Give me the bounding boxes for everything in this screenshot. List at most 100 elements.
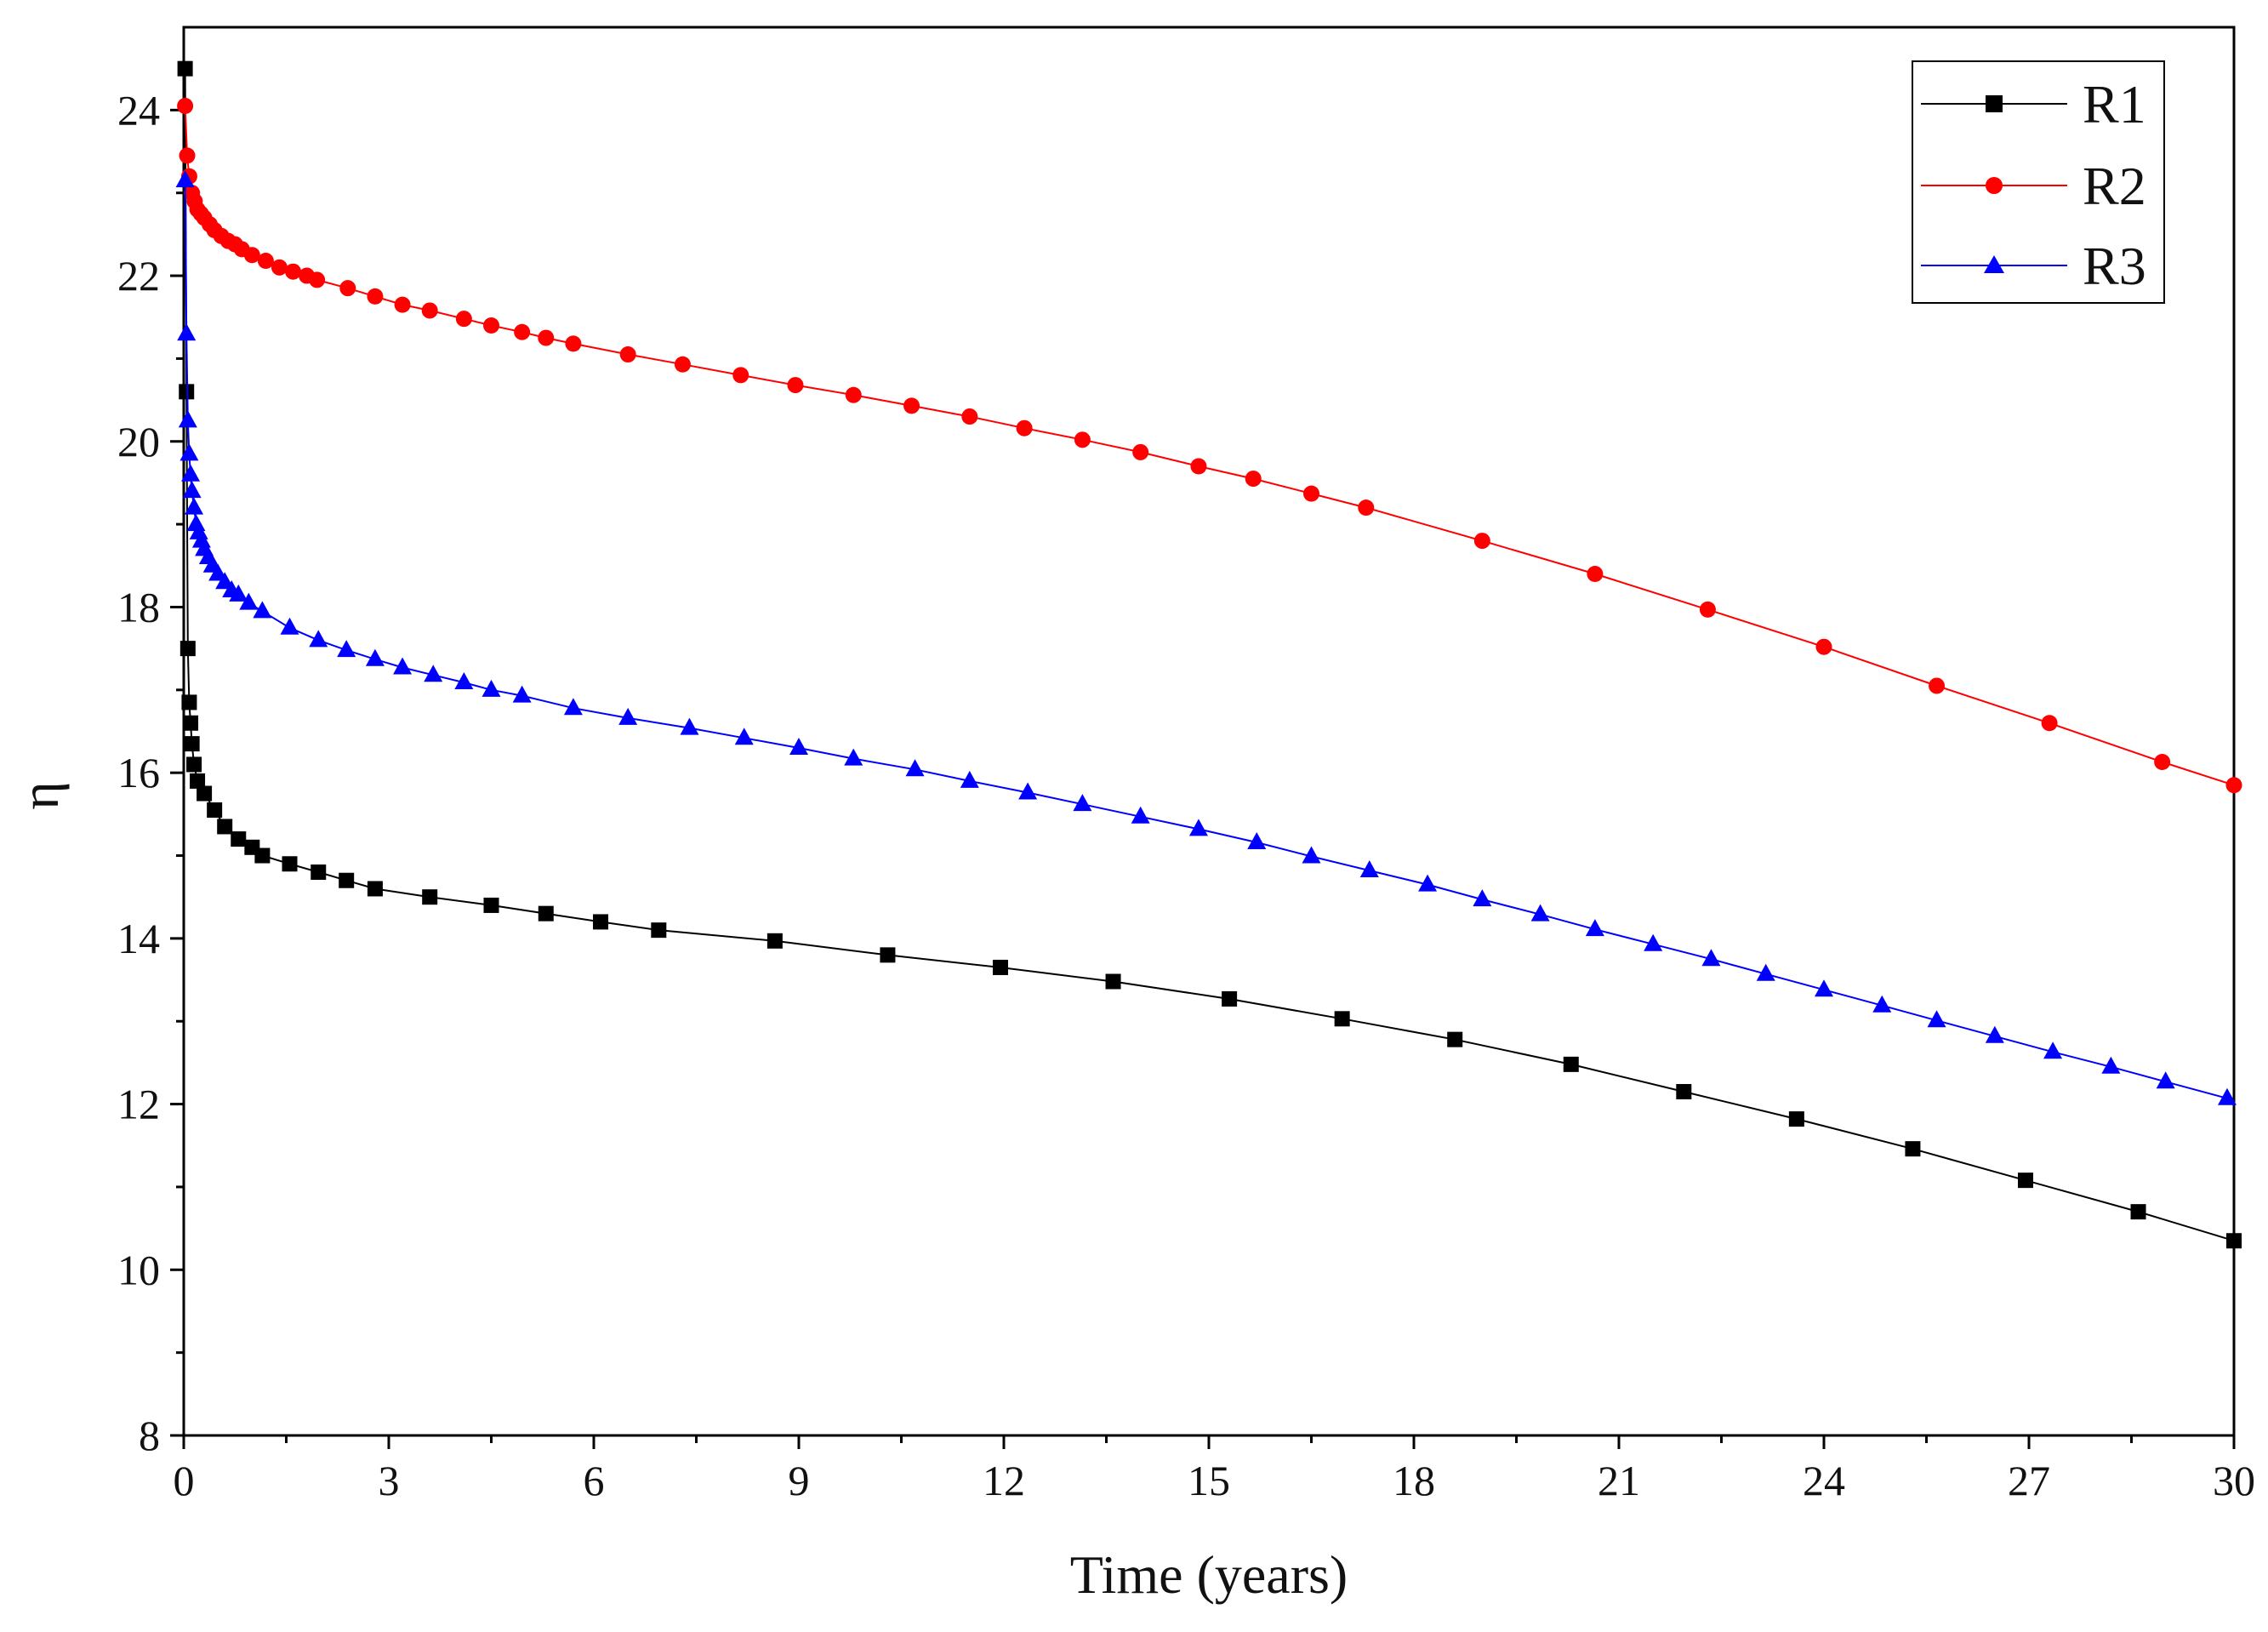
data-point-r2 xyxy=(732,367,749,384)
data-point-r3 xyxy=(229,584,248,602)
y-tick-label: 16 xyxy=(117,749,160,796)
data-point-r3 xyxy=(960,770,979,788)
data-point-r3 xyxy=(1644,933,1663,951)
data-point-r3 xyxy=(1815,979,1833,997)
data-point-r3 xyxy=(482,679,501,697)
legend-marker-r1 xyxy=(1986,95,2003,112)
data-point-r2 xyxy=(674,356,691,373)
series-r3 xyxy=(175,170,2237,1105)
x-tick-label: 0 xyxy=(174,1457,195,1504)
data-point-r2 xyxy=(257,253,274,270)
data-point-r2 xyxy=(1815,638,1832,655)
data-point-r2 xyxy=(619,346,636,363)
data-point-r1 xyxy=(2130,1204,2146,1220)
data-point-r1 xyxy=(184,736,200,752)
data-point-r3 xyxy=(905,759,925,777)
y-axis-title: η xyxy=(9,781,70,809)
data-point-r2 xyxy=(1303,485,1319,502)
data-point-r3 xyxy=(1018,782,1038,800)
data-point-r1 xyxy=(181,694,197,710)
y-tick-label: 10 xyxy=(117,1246,160,1293)
data-point-r2 xyxy=(1074,431,1091,448)
data-point-r2 xyxy=(514,323,531,340)
data-point-r1 xyxy=(1676,1083,1692,1099)
data-point-r3 xyxy=(180,443,199,461)
data-point-r1 xyxy=(231,831,247,847)
data-point-r1 xyxy=(282,856,298,872)
data-point-r3 xyxy=(1872,995,1892,1013)
y-axis-ticks: 8 10 12 14 16 18 20 22 24 xyxy=(117,86,184,1459)
data-point-r3 xyxy=(789,737,808,755)
data-point-r3 xyxy=(1701,949,1721,967)
data-point-r1 xyxy=(2226,1233,2242,1249)
legend: R1 R2 R3 xyxy=(1912,60,2165,304)
legend-marker-r3 xyxy=(1984,255,2004,273)
data-point-r2 xyxy=(903,397,920,414)
data-point-r2 xyxy=(1929,677,1946,694)
data-point-r1 xyxy=(766,933,783,949)
data-point-r2 xyxy=(177,97,194,114)
data-point-r1 xyxy=(180,641,196,657)
x-tick-label: 9 xyxy=(789,1457,810,1504)
data-point-r3 xyxy=(512,685,532,703)
data-point-r1 xyxy=(538,905,554,922)
data-point-r2 xyxy=(1587,566,1604,583)
data-point-r3 xyxy=(563,698,583,716)
data-point-r1 xyxy=(1447,1031,1463,1047)
data-point-r3 xyxy=(182,481,202,499)
data-point-r1 xyxy=(992,959,1008,975)
data-point-r3 xyxy=(337,640,356,658)
y-tick-label: 14 xyxy=(117,915,160,962)
data-point-r3 xyxy=(178,410,197,428)
data-point-r1 xyxy=(339,872,355,888)
plot-area xyxy=(182,26,2236,1437)
data-point-r3 xyxy=(239,592,259,610)
data-point-r1 xyxy=(1334,1011,1350,1027)
data-point-r2 xyxy=(285,263,302,280)
data-point-r3 xyxy=(844,748,863,766)
x-axis-title: Time (years) xyxy=(1070,1544,1348,1605)
data-point-r3 xyxy=(1188,819,1208,836)
data-point-r2 xyxy=(421,302,438,319)
data-point-r2 xyxy=(367,288,384,305)
legend-box xyxy=(1912,60,2165,304)
data-point-r2 xyxy=(309,271,326,288)
data-point-r3 xyxy=(253,601,272,619)
data-point-r3 xyxy=(734,728,754,745)
y-tick-label: 8 xyxy=(139,1412,160,1459)
data-point-r1 xyxy=(1563,1056,1579,1072)
data-point-r3 xyxy=(309,630,328,648)
data-point-r2 xyxy=(339,280,356,297)
data-point-r1 xyxy=(1105,973,1121,990)
legend-label-r2: R2 xyxy=(2083,156,2146,216)
data-point-r3 xyxy=(181,464,201,482)
y-tick-label: 12 xyxy=(117,1081,160,1128)
data-point-r2 xyxy=(483,317,499,334)
series-layer xyxy=(175,60,2242,1249)
legend-marker-r2 xyxy=(1986,177,2003,194)
data-point-r1 xyxy=(880,947,896,963)
data-point-r3 xyxy=(618,707,638,725)
data-point-r2 xyxy=(2041,715,2058,732)
data-point-r1 xyxy=(422,889,438,905)
x-tick-label: 27 xyxy=(2008,1457,2050,1504)
x-tick-label: 12 xyxy=(983,1457,1025,1504)
data-point-r1 xyxy=(2017,1173,2033,1189)
data-point-r2 xyxy=(565,335,582,352)
data-point-r3 xyxy=(1985,1025,2004,1043)
data-point-r2 xyxy=(1132,443,1149,460)
data-point-r2 xyxy=(179,147,196,164)
y-tick-label: 22 xyxy=(117,252,160,300)
data-point-r3 xyxy=(1530,904,1550,922)
data-point-r1 xyxy=(183,715,199,731)
data-point-r2 xyxy=(2154,754,2171,771)
y-tick-label: 20 xyxy=(117,418,160,465)
data-point-r3 xyxy=(1247,831,1267,849)
data-point-r1 xyxy=(1222,990,1238,1007)
data-point-r3 xyxy=(365,648,385,666)
data-point-r3 xyxy=(1756,963,1775,981)
data-point-r3 xyxy=(1131,806,1150,824)
data-point-r3 xyxy=(680,717,699,735)
data-point-r2 xyxy=(455,311,472,328)
